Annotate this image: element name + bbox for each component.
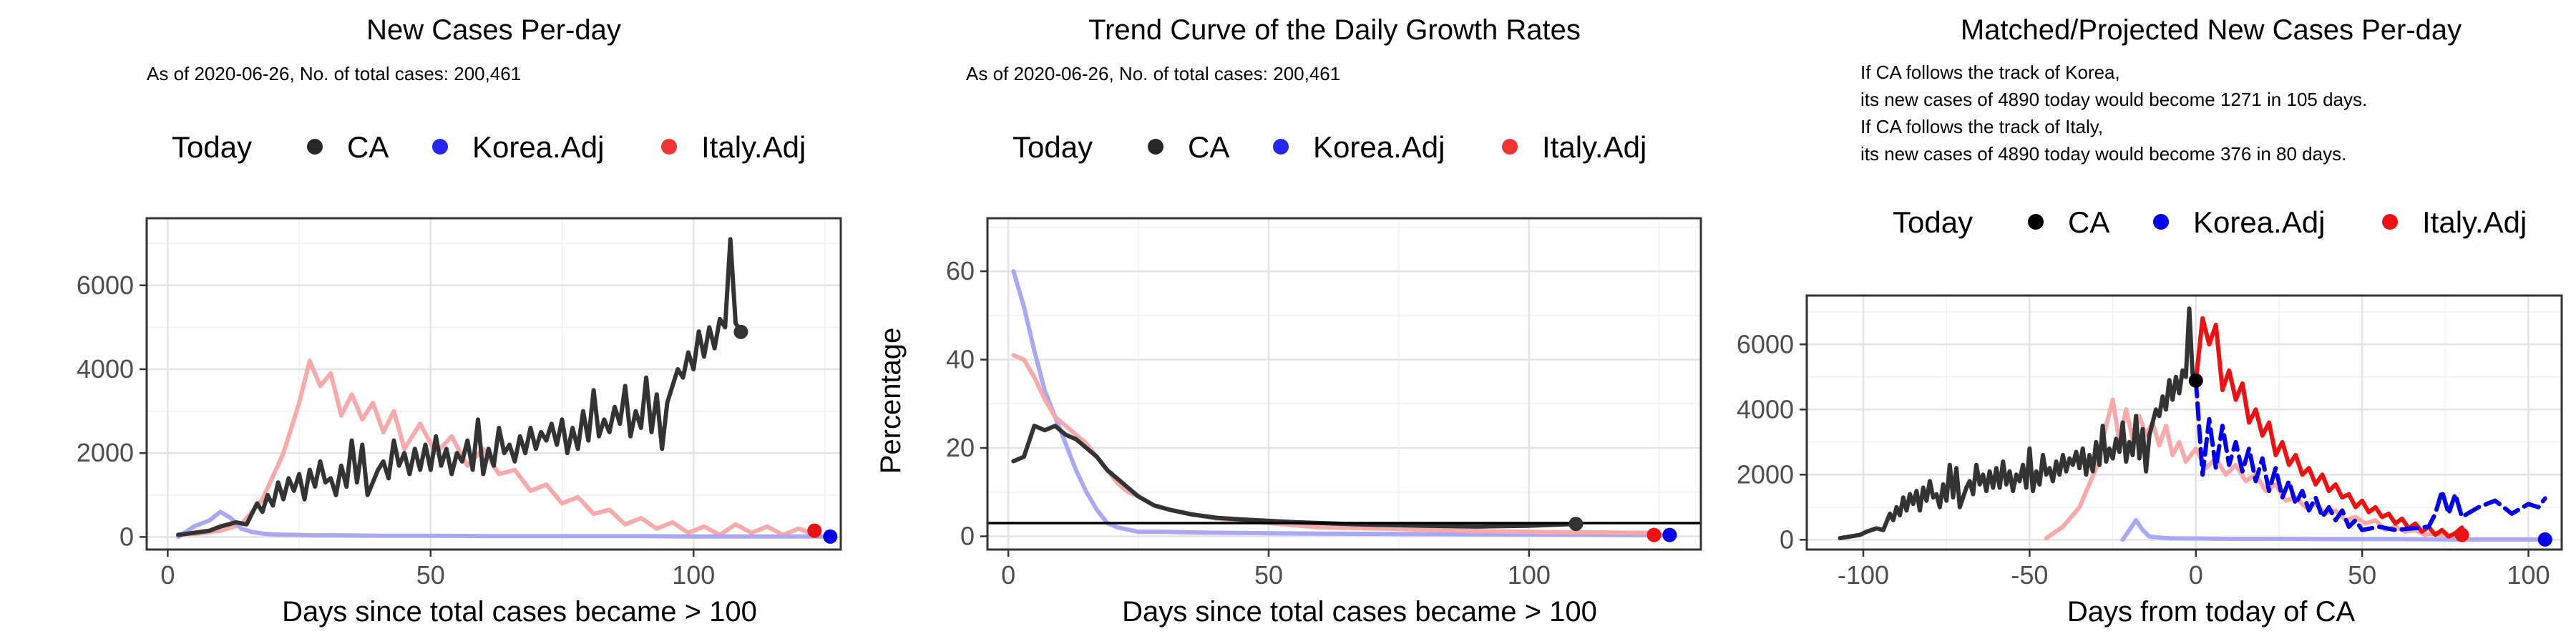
series-line-ca (176, 237, 743, 537)
x-tick-label: 100 (1508, 560, 1551, 590)
y-tick-label: 6000 (1737, 329, 1794, 358)
series-layer (987, 269, 1701, 542)
y-tick-label: 0 (960, 521, 975, 550)
x-tick-label: 100 (672, 560, 715, 590)
today-point-italy-adj (2454, 527, 2469, 542)
series-line-korea-adj (176, 509, 833, 540)
x-axis-label: Days since total cases became > 100 (1122, 596, 1597, 628)
y-tick-label: 2000 (77, 438, 134, 467)
series-line-korea-adj-projected (2193, 378, 2547, 532)
legend-key-ca (2028, 214, 2044, 230)
legend-label-korea-adj: Korea.Adj (1313, 130, 1445, 164)
today-point-korea-adj (823, 529, 838, 544)
plot-background (987, 218, 1701, 550)
series-line-ca (1011, 424, 1579, 529)
y-tick-label: 0 (1780, 525, 1794, 554)
series-line-ca (1838, 306, 2198, 541)
legend-label-italy-adj: Italy.Adj (2422, 205, 2527, 239)
series-layer (176, 237, 838, 544)
x-tick-label: 0 (2189, 560, 2203, 590)
chart-title: Matched/Projected New Cases Per-day (1961, 14, 2462, 46)
legend-label-ca: CA (1188, 130, 1229, 164)
series-line-italy-adj (176, 358, 817, 537)
legend-label-ca: CA (2068, 205, 2109, 239)
chart-subtitle: As of 2020-06-26, No. of total cases: 20… (966, 63, 1340, 84)
legend-title: Today (172, 130, 252, 164)
chart-title: New Cases Per-day (366, 14, 621, 46)
plot-border (986, 217, 1702, 551)
legend-key-ca (1148, 139, 1163, 155)
today-point-ca (1568, 517, 1584, 532)
today-point-italy-adj (1646, 527, 1662, 542)
x-tick-label: -100 (1838, 560, 1889, 590)
x-tick-label: 50 (2348, 560, 2376, 590)
panel-new-cases: New Cases Per-day As of 2020-06-26, No. … (77, 14, 842, 628)
x-tick-label: 0 (160, 560, 175, 590)
series-line-korea-adj (1011, 269, 1672, 537)
legend-label-korea-adj: Korea.Adj (2193, 205, 2325, 239)
legend-key-ca (307, 139, 323, 155)
x-tick-label: 100 (2507, 560, 2550, 590)
chart-subtitle: As of 2020-06-26, No. of total cases: 20… (147, 63, 521, 84)
plot-border (145, 217, 842, 551)
legend-label-italy-adj: Italy.Adj (1542, 130, 1646, 164)
legend-key-italy-adj (2382, 214, 2398, 230)
chart-title: Trend Curve of the Daily Growth Rates (1088, 14, 1581, 46)
y-tick-label: 0 (119, 522, 134, 551)
series-line-korea-adj-matched (2120, 518, 2547, 542)
y-tick-label: 4000 (1737, 394, 1794, 424)
x-axis-label: Days since total cases became > 100 (282, 596, 757, 628)
subtitle-line-4: its new cases of 4890 today would become… (1860, 143, 2346, 165)
series-layer (1838, 306, 2552, 547)
x-axis-label: Days from today of CA (2067, 596, 2356, 628)
x-tick-label: -50 (2011, 560, 2048, 590)
legend-key-italy-adj (1502, 139, 1518, 155)
x-tick-label: 0 (1001, 560, 1015, 590)
y-tick-label: 6000 (77, 270, 134, 300)
subtitle-line-3: If CA follows the track of Italy, (1860, 116, 2103, 137)
today-point-ca (2188, 373, 2203, 388)
panel-growth-rates: Trend Curve of the Daily Growth Rates As… (875, 14, 1702, 628)
legend-title: Today (1893, 205, 1973, 239)
plot-area: -100 -50 0 50 100 0 2000 4000 6000 (1737, 294, 2563, 590)
plot-border (1805, 294, 2563, 551)
legend-title: Today (1013, 130, 1093, 164)
legend-label-italy-adj: Italy.Adj (701, 130, 806, 164)
legend-key-korea-adj (2153, 214, 2169, 230)
legend-key-korea-adj (1273, 139, 1289, 155)
legend: Today CA Korea.Adj Italy.Adj (1893, 205, 2527, 239)
plot-area: 0 50 100 0 2000 4000 6000 (77, 217, 842, 590)
legend-label-ca: CA (347, 130, 389, 164)
y-tick-label: 2000 (1737, 459, 1794, 489)
y-tick-label: 4000 (77, 354, 134, 384)
today-point-ca (733, 324, 748, 339)
y-tick-label: 60 (946, 256, 975, 286)
y-axis-label: Percentage (875, 328, 907, 474)
y-tick-label: 40 (946, 345, 975, 374)
plot-background (147, 218, 841, 550)
legend-key-italy-adj (661, 139, 677, 155)
legend-key-korea-adj (432, 139, 448, 155)
x-tick-label: 50 (1254, 560, 1283, 590)
legend: Today CA Korea.Adj Italy.Adj (1013, 130, 1646, 164)
legend-label-korea-adj: Korea.Adj (472, 130, 604, 164)
today-point-korea-adj (1662, 527, 1677, 542)
plot-area: 0 50 100 0 20 40 60 (946, 217, 1702, 590)
panel-projected-cases: Matched/Projected New Cases Per-day If C… (1737, 14, 2563, 628)
subtitle-line-1: If CA follows the track of Korea, (1860, 62, 2120, 83)
y-tick-label: 20 (946, 433, 975, 462)
today-point-korea-adj (2537, 532, 2552, 547)
subtitle-line-2: its new cases of 4890 today would become… (1860, 89, 2367, 110)
x-tick-label: 50 (416, 560, 445, 590)
legend: Today CA Korea.Adj Italy.Adj (172, 130, 806, 164)
today-point-italy-adj (807, 523, 822, 538)
